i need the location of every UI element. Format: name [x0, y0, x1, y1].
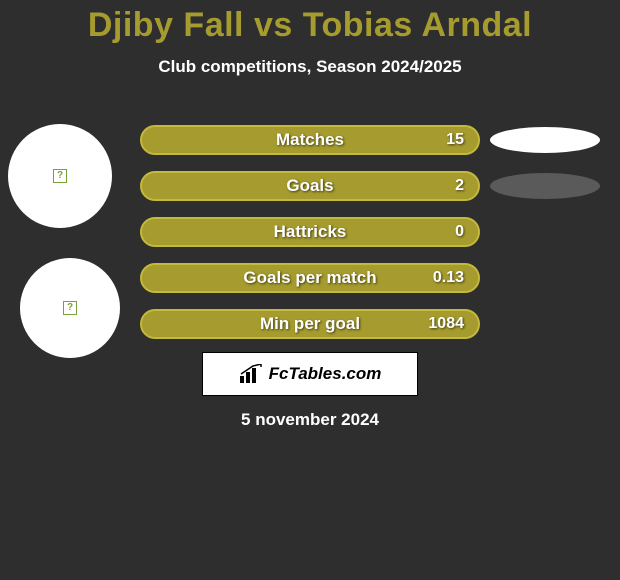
stat-value: 15 — [446, 131, 464, 149]
chart-icon — [239, 364, 263, 384]
subtitle: Club competitions, Season 2024/2025 — [0, 57, 620, 77]
avatar: ? — [8, 124, 112, 228]
side-ellipse — [490, 173, 600, 199]
image-placeholder-icon: ? — [63, 301, 77, 315]
stat-bar: 15 — [140, 125, 480, 155]
stat-value: 0.13 — [433, 269, 464, 287]
stat-bar: 0 — [140, 217, 480, 247]
stat-row: 0Hattricks — [0, 212, 620, 258]
side-ellipse — [490, 127, 600, 153]
stat-bar: 2 — [140, 171, 480, 201]
stat-bar: 0.13 — [140, 263, 480, 293]
image-placeholder-icon: ? — [53, 169, 67, 183]
page-title: Djiby Fall vs Tobias Arndal — [0, 0, 620, 45]
stat-value: 0 — [455, 223, 464, 241]
date-text: 5 november 2024 — [0, 410, 620, 430]
brand-text: FcTables.com — [269, 364, 382, 384]
brand-badge: FcTables.com — [202, 352, 418, 396]
stat-value: 2 — [455, 177, 464, 195]
stat-bar: 1084 — [140, 309, 480, 339]
avatar: ? — [20, 258, 120, 358]
stat-value: 1084 — [428, 315, 464, 333]
